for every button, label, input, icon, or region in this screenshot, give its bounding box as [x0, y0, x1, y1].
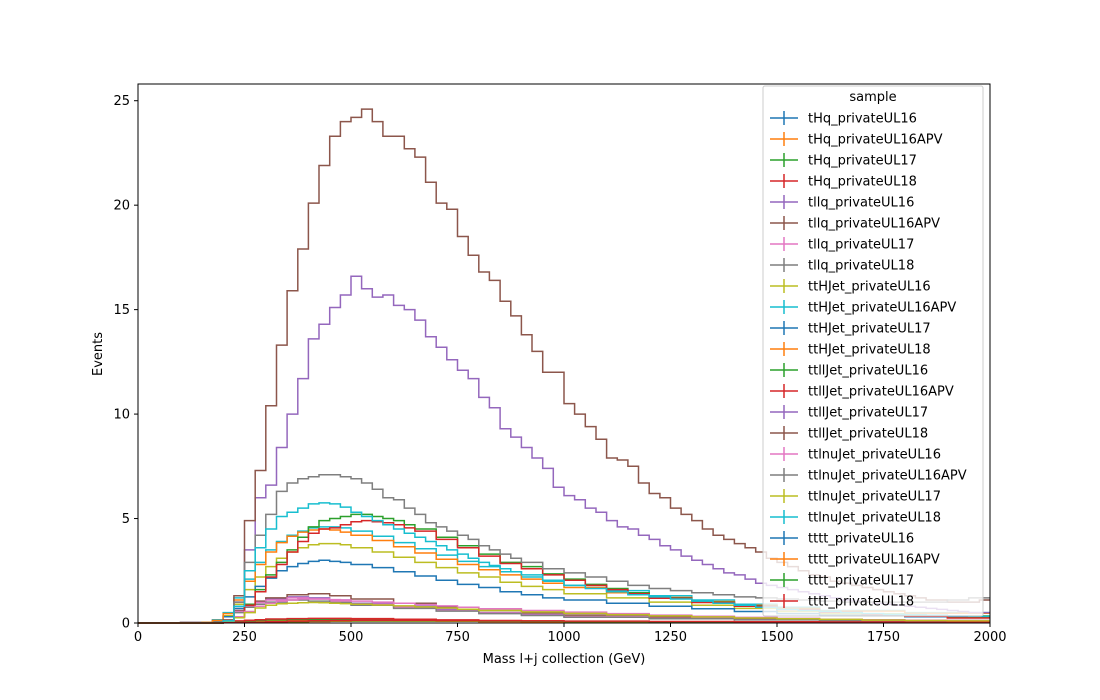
legend-entry: ttllJet_privateUL16APV	[770, 384, 954, 400]
histogram-step-line	[138, 542, 990, 624]
legend-entry: tHq_privateUL16	[770, 111, 917, 127]
legend-title: sample	[849, 90, 896, 105]
legend: sample tHq_privateUL16 tHq_privateUL16APV…	[762, 85, 984, 617]
legend-label: ttlnuJet_privateUL16APV	[808, 469, 967, 484]
x-tick-label: 1000	[547, 630, 580, 645]
x-tick-label: 250	[232, 630, 257, 645]
series-tttt_privateUL18	[138, 619, 990, 624]
legend-entries: tHq_privateUL16 tHq_privateUL16APV tHq_pri…	[770, 111, 967, 610]
y-axis: 0 5 10 15 20 25	[113, 94, 138, 632]
series-ttHJet_privateUL17	[138, 559, 990, 624]
legend-entry: ttHJet_privateUL18	[770, 342, 931, 358]
x-tick-label: 0	[134, 630, 142, 645]
legend-entry: tHq_privateUL17	[770, 153, 917, 169]
legend-label: ttllJet_privateUL18	[808, 427, 928, 442]
legend-label: tHq_privateUL16APV	[808, 133, 943, 148]
legend-entry: ttlnuJet_privateUL16	[770, 447, 941, 463]
x-tick-label: 1250	[654, 630, 687, 645]
legend-label: ttlnuJet_privateUL16	[808, 448, 941, 463]
histogram-step-line	[138, 559, 990, 624]
histogram-step-line	[138, 601, 990, 624]
legend-label: tttt_privateUL16	[808, 532, 914, 547]
legend-entry: tHq_privateUL16APV	[770, 132, 943, 148]
legend-label: tHq_privateUL17	[808, 154, 917, 169]
legend-entry: ttlnuJet_privateUL17	[770, 489, 941, 505]
legend-label: tllq_privateUL16APV	[808, 217, 940, 232]
legend-entry: tllq_privateUL18	[770, 258, 914, 274]
legend-entry: tttt_privateUL18	[770, 594, 914, 610]
legend-label: tttt_privateUL17	[808, 574, 914, 589]
legend-label: tllq_privateUL16	[808, 196, 914, 211]
legend-entry: tllq_privateUL17	[770, 237, 914, 253]
y-tick-label: 5	[122, 512, 130, 527]
y-tick-label: 20	[113, 199, 130, 214]
series-ttlnuJet_privateUL17	[138, 601, 990, 624]
legend-label: tttt_privateUL16APV	[808, 553, 940, 568]
legend-label: ttlnuJet_privateUL17	[808, 490, 941, 505]
legend-frame	[762, 85, 984, 617]
legend-label: ttllJet_privateUL16	[808, 364, 928, 379]
histogram-step-line	[138, 526, 990, 624]
x-axis: 0 250 500 750 1000 1250 1500 1750 2000	[134, 623, 1007, 645]
x-tick-label: 500	[339, 630, 364, 645]
y-tick-label: 10	[113, 408, 130, 423]
y-tick-label: 25	[113, 94, 130, 109]
legend-entry: tttt_privateUL16	[770, 531, 914, 547]
legend-label: tllq_privateUL18	[808, 259, 914, 274]
series-ttHJet_privateUL16	[138, 542, 990, 624]
legend-entry: ttllJet_privateUL18	[770, 426, 928, 442]
legend-label: ttllJet_privateUL17	[808, 406, 928, 421]
legend-entry: tHq_privateUL18	[770, 174, 917, 190]
legend-label: ttlnuJet_privateUL18	[808, 511, 941, 526]
legend-label: ttHJet_privateUL16	[808, 280, 931, 295]
x-tick-label: 750	[445, 630, 470, 645]
legend-entry: ttHJet_privateUL16APV	[770, 300, 956, 316]
histogram-step-line	[138, 619, 990, 624]
x-tick-label: 1500	[760, 630, 793, 645]
y-tick-label: 15	[113, 303, 130, 318]
legend-entry: tllq_privateUL16APV	[770, 216, 940, 232]
legend-label: tttt_privateUL18	[808, 595, 914, 610]
legend-label: tHq_privateUL18	[808, 175, 917, 190]
y-axis-label: Events	[91, 332, 106, 376]
legend-entry: ttllJet_privateUL16	[770, 363, 928, 379]
y-tick-label: 0	[122, 617, 130, 632]
legend-entry: ttlnuJet_privateUL18	[770, 510, 941, 526]
series-ttHJet_privateUL16APV	[138, 526, 990, 624]
legend-entry: ttHJet_privateUL16	[770, 279, 931, 295]
legend-entry: tttt_privateUL16APV	[770, 552, 940, 568]
x-axis-label: Mass l+j collection (GeV)	[483, 652, 646, 667]
x-tick-label: 2000	[973, 630, 1006, 645]
legend-entry: ttllJet_privateUL17	[770, 405, 928, 421]
legend-label: tllq_privateUL17	[808, 238, 914, 253]
legend-entry: ttHJet_privateUL17	[770, 321, 931, 337]
series-layer	[138, 108, 990, 624]
legend-label: ttHJet_privateUL18	[808, 343, 931, 358]
legend-label: ttHJet_privateUL17	[808, 322, 931, 337]
legend-label: ttHJet_privateUL16APV	[808, 301, 956, 316]
legend-entry: tttt_privateUL17	[770, 573, 914, 589]
legend-entry: tllq_privateUL16	[770, 195, 914, 211]
legend-label: tHq_privateUL16	[808, 112, 917, 127]
legend-label: ttllJet_privateUL16APV	[808, 385, 954, 400]
legend-entry: ttlnuJet_privateUL16APV	[770, 468, 967, 484]
x-tick-label: 1750	[867, 630, 900, 645]
